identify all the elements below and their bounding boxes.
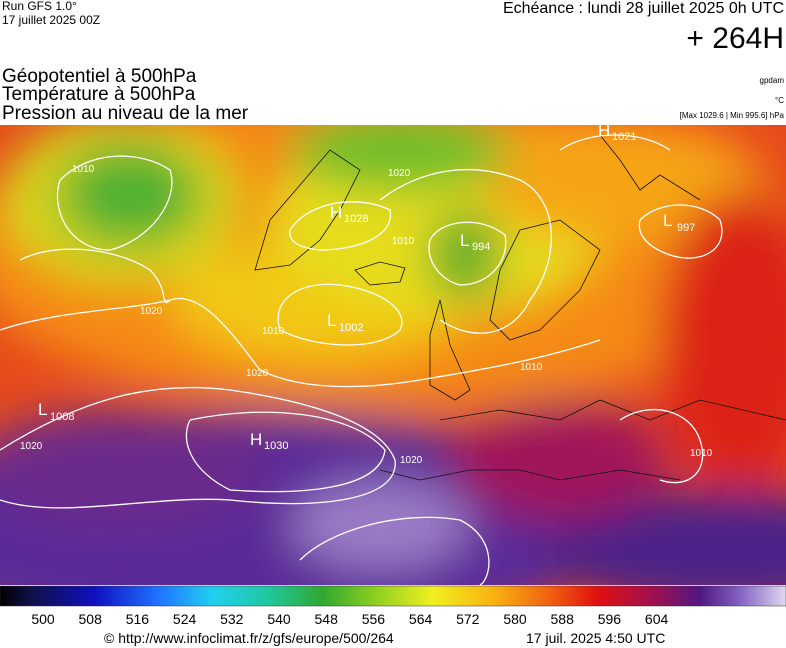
color-scale-label: 572: [456, 611, 480, 627]
color-scale-label: 516: [126, 611, 150, 627]
generated-time: 17 juil. 2025 4:50 UTC: [526, 630, 665, 646]
color-scale-label: 564: [409, 611, 433, 627]
pressure-center-value: 1008: [50, 411, 74, 423]
isobar-label: 1010: [392, 236, 415, 247]
isobar-label: 1010: [690, 448, 713, 459]
unit-label: gpdam: [760, 76, 785, 85]
color-scale-label: 524: [173, 611, 197, 627]
isobar-label: 1010: [520, 362, 543, 373]
run-label: Run GFS 1.0°: [2, 0, 77, 13]
pressure-center-letter: H: [598, 121, 610, 140]
color-scale-label: 532: [220, 611, 244, 627]
pressure-center-value: 1030: [264, 440, 288, 452]
color-scale-label: 604: [645, 611, 669, 627]
pressure-center-value: 994: [472, 241, 490, 253]
color-scale-label: 540: [267, 611, 291, 627]
run-date: 17 juillet 2025 00Z: [2, 13, 100, 27]
unit-label: °C: [775, 96, 784, 105]
isobar-label: 1020: [20, 441, 43, 452]
pressure-center-letter: L: [663, 211, 672, 230]
pressure-center-letter: L: [460, 231, 469, 250]
lead-time: + 264H: [686, 22, 784, 55]
isobar-label: 1020: [140, 306, 163, 317]
color-scale-ticks: 500 508 516 524 532 540 548 556 564 572 580 588 596 6…: [31, 611, 668, 627]
field-title: Géopotentiel à 500hPa: [2, 66, 197, 87]
color-scale-label: 556: [362, 611, 386, 627]
pressure-center-value: 1021: [612, 131, 636, 143]
color-scale-label: 588: [551, 611, 575, 627]
map: H 1021 L 997 H 1028 L 994 L 1002 L 1008 …: [0, 121, 786, 585]
color-scale-label: 508: [79, 611, 103, 627]
pressure-center-value: 997: [677, 222, 695, 234]
color-scale-label: 596: [598, 611, 622, 627]
color-scale: [0, 585, 786, 607]
pressure-center-letter: L: [327, 311, 336, 330]
color-scale-label: 580: [503, 611, 527, 627]
unit-label: [Max 1029.6 | Min 995.6] hPa: [680, 111, 785, 120]
isobar-label: 1010: [262, 326, 285, 337]
isobar-label: 1010: [72, 164, 95, 175]
color-scale-label: 548: [315, 611, 339, 627]
pressure-center-letter: H: [330, 203, 342, 222]
isobar-label: 1020: [400, 455, 423, 466]
valid-time: Echéance : lundi 28 juillet 2025 0h UTC: [503, 0, 784, 17]
pressure-center-value: 1002: [339, 322, 363, 334]
field-title: Pression au niveau de la mer: [2, 103, 249, 124]
pressure-center-letter: H: [250, 430, 262, 449]
isobar-label: 1020: [246, 368, 269, 379]
pressure-center-value: 1028: [344, 213, 368, 225]
pressure-center-letter: L: [38, 400, 47, 419]
source-url: © http://www.infoclimat.fr/z/gfs/europe/…: [104, 630, 394, 646]
isobar-label: 1020: [388, 168, 411, 179]
color-scale-label: 500: [31, 611, 55, 627]
field-title: Température à 500hPa: [2, 84, 196, 105]
